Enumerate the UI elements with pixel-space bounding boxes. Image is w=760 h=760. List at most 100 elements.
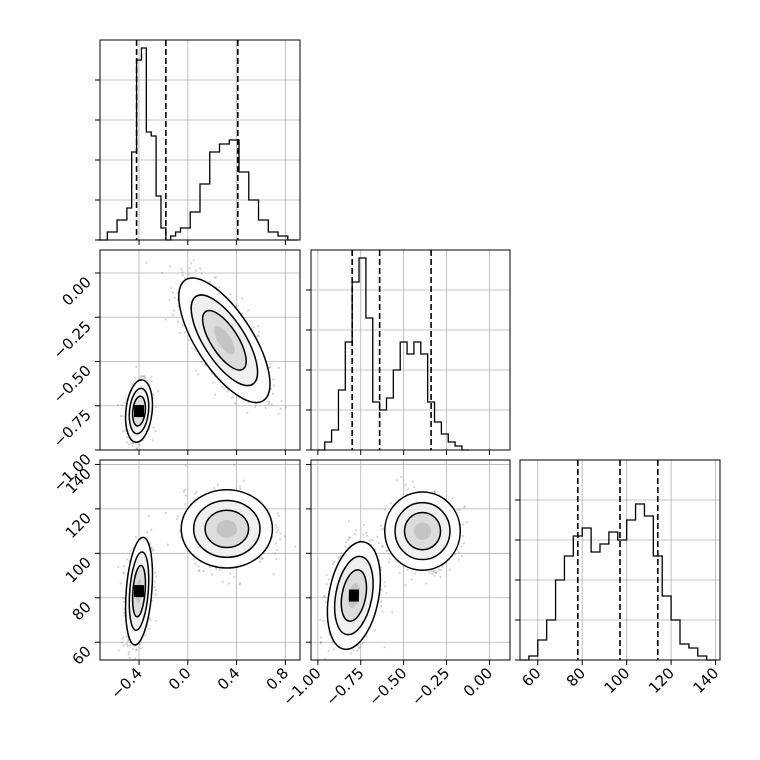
scatter-point	[448, 568, 451, 571]
scatter-point	[276, 548, 279, 552]
scatter-point	[154, 589, 157, 592]
scatter-point	[134, 535, 138, 539]
scatter-point	[172, 309, 176, 312]
panel-frame	[310, 459, 511, 661]
scatter-point	[122, 600, 126, 603]
scatter-point	[414, 572, 417, 575]
scatter-point	[152, 426, 155, 429]
scatter-point	[389, 502, 392, 505]
scatter-point	[178, 529, 181, 533]
scatter-point	[275, 526, 278, 529]
scatter-point	[155, 619, 158, 622]
scatter-point	[395, 479, 399, 482]
scatter-point	[184, 494, 188, 497]
scatter-point	[462, 523, 465, 526]
density-peak	[348, 589, 359, 602]
scatter-point	[127, 653, 130, 656]
scatter-point	[260, 557, 263, 560]
scatter-point	[458, 508, 461, 511]
scatter-point	[210, 573, 214, 576]
scatter-point	[180, 268, 183, 271]
scatter-point	[131, 442, 134, 445]
scatter-point	[430, 570, 433, 573]
scatter-point	[218, 285, 221, 289]
scatter-point	[385, 592, 388, 595]
scatter-point	[153, 586, 156, 589]
scatter-point	[357, 647, 361, 650]
scatter-point	[257, 325, 260, 328]
scatter-point	[138, 643, 141, 646]
scatter-point	[144, 634, 147, 637]
scatter-point	[212, 381, 215, 384]
scatter-point	[164, 318, 167, 321]
scatter-point	[187, 273, 190, 276]
scatter-point	[169, 265, 172, 268]
scatter-point	[362, 523, 365, 527]
scatter-point	[267, 401, 271, 404]
scatter-point	[284, 535, 287, 538]
scatter-point	[157, 389, 160, 393]
scatter-point	[325, 583, 328, 586]
scatter-point	[139, 375, 143, 378]
scatter-point	[354, 532, 357, 536]
scatter-point	[139, 647, 142, 650]
scatter-point	[379, 565, 383, 569]
scatter-panel-var1-var2	[306, 459, 511, 665]
scatter-point	[406, 487, 410, 491]
scatter-point	[233, 576, 236, 579]
scatter-point	[213, 487, 216, 490]
histogram-step	[97, 47, 298, 241]
scatter-point	[176, 320, 180, 323]
scatter-point	[122, 644, 125, 647]
scatter-point	[128, 656, 131, 659]
scatter-point	[176, 517, 179, 521]
scatter-point	[337, 556, 340, 559]
scatter-point	[279, 532, 282, 535]
scatter-point	[188, 267, 191, 270]
scatter-point	[134, 377, 137, 380]
scatter-point	[226, 390, 229, 393]
scatter-point	[233, 402, 236, 405]
scatter-point	[271, 392, 275, 395]
scatter-point	[116, 403, 119, 407]
scatter-point	[319, 641, 323, 644]
scatter-point	[279, 538, 282, 541]
contour-level-3	[214, 326, 235, 355]
scatter-point	[172, 291, 175, 294]
scatter-point	[277, 412, 280, 415]
scatter-point	[195, 490, 198, 493]
scatter-point	[183, 277, 187, 280]
scatter-point	[117, 565, 120, 568]
scatter-point	[183, 331, 186, 334]
scatter-point	[213, 393, 217, 396]
scatter-point	[437, 568, 441, 571]
scatter-point	[197, 565, 200, 568]
scatter-point	[194, 492, 197, 495]
scatter-point	[193, 348, 196, 352]
scatter-point	[319, 636, 322, 639]
scatter-point	[146, 531, 149, 534]
scatter-point	[439, 568, 443, 572]
scatter-point	[273, 552, 276, 555]
scatter-point	[150, 380, 153, 383]
panel-frame	[310, 249, 511, 451]
scatter-point	[347, 520, 351, 523]
scatter-point	[131, 647, 134, 650]
scatter-point	[132, 441, 135, 445]
scatter-point	[239, 487, 242, 491]
scatter-point	[150, 546, 153, 549]
scatter-point	[221, 385, 224, 388]
scatter-point	[463, 505, 467, 508]
scatter-point	[192, 558, 196, 561]
scatter-point	[117, 649, 120, 652]
scatter-point	[241, 297, 244, 300]
scatter-point	[136, 447, 139, 450]
scatter-point	[362, 533, 365, 536]
scatter-point	[166, 543, 169, 546]
scatter-point	[239, 485, 242, 488]
scatter-point	[246, 411, 249, 414]
scatter-point	[121, 596, 125, 600]
scatter-point	[130, 383, 133, 386]
scatter-point	[379, 600, 383, 603]
